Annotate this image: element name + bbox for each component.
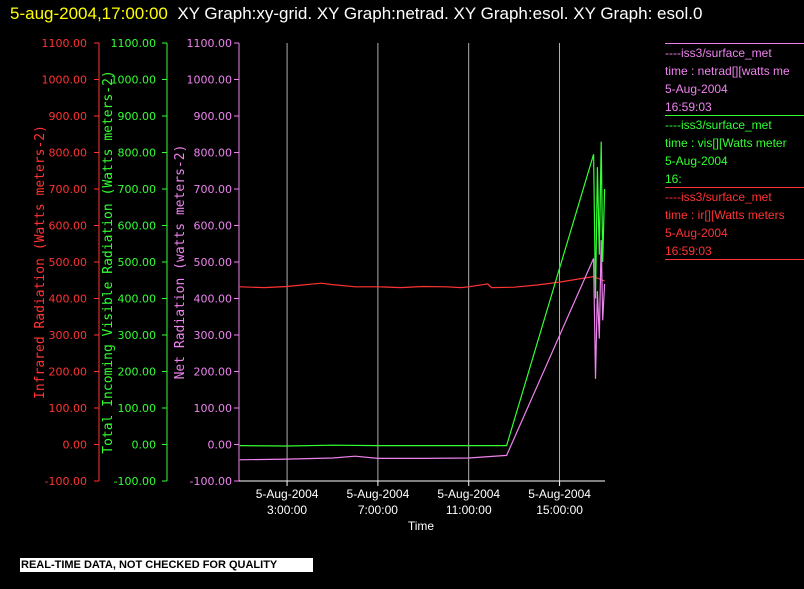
legend-separator bbox=[665, 187, 804, 188]
y-tick-label: 800.00 bbox=[194, 147, 233, 160]
x-tick-label-date: 5-Aug-2004 bbox=[528, 487, 591, 501]
legend-line: time : ir[][Watts meters bbox=[665, 208, 785, 222]
y-tick-label: -100.00 bbox=[45, 475, 87, 488]
x-tick-label-date: 5-Aug-2004 bbox=[437, 487, 500, 501]
y-tick-label: 1000.00 bbox=[187, 74, 233, 87]
y-tick-label: 300.00 bbox=[194, 329, 233, 342]
y-tick-label: 1100.00 bbox=[187, 37, 233, 50]
x-tick-label-date: 5-Aug-2004 bbox=[256, 487, 319, 501]
y-tick-label: -100.00 bbox=[190, 475, 232, 488]
y-tick-label: 500.00 bbox=[49, 256, 88, 269]
y-tick-label: 900.00 bbox=[194, 110, 233, 123]
y-tick-label: 600.00 bbox=[118, 220, 157, 233]
y-tick-label: 300.00 bbox=[49, 329, 88, 342]
y-tick-label: 200.00 bbox=[194, 366, 233, 379]
y-tick-label: 1100.00 bbox=[42, 37, 88, 50]
y-tick-label: 600.00 bbox=[49, 220, 88, 233]
chart-title: 5-aug-2004,17:00:00 XY Graph:xy-grid. XY… bbox=[10, 3, 800, 24]
legend-source: ----iss3/surface_met bbox=[665, 46, 772, 60]
legend-separator bbox=[665, 259, 804, 260]
series-line-ir bbox=[239, 275, 605, 289]
legend-separator bbox=[665, 115, 804, 116]
x-axis-title: Time bbox=[408, 519, 435, 533]
legend-time: 16:59:03 bbox=[665, 100, 712, 114]
y-tick-label: 600.00 bbox=[194, 220, 233, 233]
y-tick-label: 1100.00 bbox=[111, 37, 157, 50]
y-tick-label: 200.00 bbox=[49, 366, 88, 379]
y-tick-label: 800.00 bbox=[118, 147, 157, 160]
x-tick-label-time: 11:00:00 bbox=[446, 503, 492, 517]
y-tick-label: 1000.00 bbox=[111, 74, 157, 87]
x-tick-label-date: 5-Aug-2004 bbox=[347, 487, 410, 501]
legend-date: 5-Aug-2004 bbox=[665, 82, 728, 96]
legend-time: 16:59:03 bbox=[665, 244, 712, 258]
y-tick-label: 0.00 bbox=[208, 439, 233, 452]
quality-notice: REAL-TIME DATA, NOT CHECKED FOR QUALITY bbox=[20, 558, 313, 572]
y-tick-label: 100.00 bbox=[194, 402, 233, 415]
legend-source: ----iss3/surface_met bbox=[665, 190, 772, 204]
series-line-net bbox=[239, 240, 606, 461]
y-tick-label: 0.00 bbox=[132, 439, 157, 452]
y-tick-label: 300.00 bbox=[118, 329, 157, 342]
title-text: XY Graph:xy-grid. XY Graph:netrad. XY Gr… bbox=[177, 4, 703, 23]
legend-source: ----iss3/surface_met bbox=[665, 118, 772, 132]
y-tick-label: 400.00 bbox=[49, 293, 88, 306]
y-tick-label: 700.00 bbox=[194, 183, 233, 196]
y-axis-title: Net Radiation (watts meters-2) bbox=[173, 145, 188, 380]
y-tick-label: 800.00 bbox=[49, 147, 88, 160]
legend-line: time : netrad[][watts me bbox=[665, 64, 790, 78]
y-tick-label: 100.00 bbox=[118, 402, 157, 415]
y-tick-label: 700.00 bbox=[49, 183, 88, 196]
y-axis-title: Total Incoming Visible Radiation (Watts … bbox=[101, 70, 116, 454]
y-tick-label: 700.00 bbox=[118, 183, 157, 196]
y-tick-label: 200.00 bbox=[118, 366, 157, 379]
series-line-vis bbox=[239, 141, 606, 447]
y-tick-label: 400.00 bbox=[118, 293, 157, 306]
y-tick-label: 500.00 bbox=[118, 256, 157, 269]
x-tick-label-time: 7:00:00 bbox=[358, 503, 398, 517]
y-axis-title: Infrared Radiation (Watts meters-2) bbox=[33, 125, 48, 399]
y-tick-label: 900.00 bbox=[49, 110, 88, 123]
legend-time: 16: bbox=[665, 172, 682, 186]
x-tick-label-time: 3:00:00 bbox=[267, 503, 307, 517]
y-tick-label: 500.00 bbox=[194, 256, 233, 269]
y-tick-label: 900.00 bbox=[118, 110, 157, 123]
y-tick-label: 1000.00 bbox=[42, 74, 88, 87]
x-tick-label-time: 15:00:00 bbox=[536, 503, 583, 517]
legend-date: 5-Aug-2004 bbox=[665, 154, 728, 168]
legend-line: time : vis[][Watts meter bbox=[665, 136, 787, 150]
title-timestamp: 5-aug-2004,17:00:00 bbox=[10, 4, 168, 23]
legend-separator bbox=[665, 43, 804, 44]
y-tick-label: 0.00 bbox=[63, 439, 88, 452]
y-tick-label: 400.00 bbox=[194, 293, 233, 306]
y-tick-label: -100.00 bbox=[114, 475, 156, 488]
y-tick-label: 100.00 bbox=[49, 402, 88, 415]
legend-date: 5-Aug-2004 bbox=[665, 226, 728, 240]
